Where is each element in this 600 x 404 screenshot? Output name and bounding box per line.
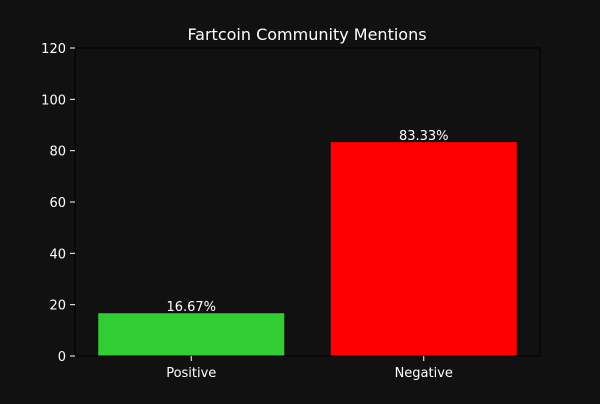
y-tick-label: 120 (41, 42, 66, 57)
chart-title: Fartcoin Community Mentions (187, 25, 426, 44)
bar-negative (330, 142, 517, 356)
bar-positive (98, 313, 285, 356)
data-label: 83.33% (399, 129, 449, 144)
x-tick-label: Negative (395, 366, 453, 381)
y-axis: 0 20 40 60 80 100 120 (41, 42, 75, 365)
y-tick-label: 80 (49, 145, 66, 160)
x-tick-label: Positive (166, 366, 216, 381)
y-tick-label: 20 (49, 299, 66, 314)
y-tick-label: 0 (58, 350, 66, 365)
y-tick-label: 60 (49, 196, 66, 211)
y-tick-label: 100 (41, 93, 66, 108)
y-tick-label: 40 (49, 247, 66, 262)
data-label: 16.67% (166, 300, 216, 315)
x-axis: Positive Negative (166, 356, 453, 381)
